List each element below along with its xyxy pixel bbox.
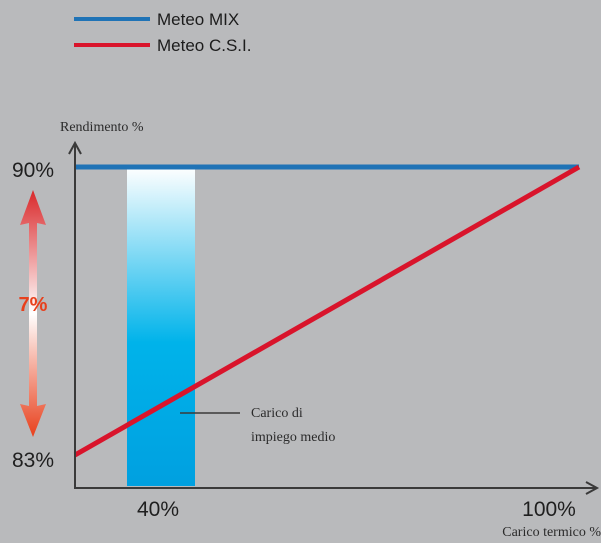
annotation-line-2: impiego medio [251, 430, 335, 445]
y-tick-label-83: 83% [12, 449, 54, 472]
legend-label-0: Meteo MIX [157, 10, 239, 29]
difference-arrow-shape [20, 190, 46, 437]
y-axis-arrowhead [68, 140, 82, 155]
annotation-line-1: Carico di [251, 406, 303, 421]
x-axis-arrowhead [585, 481, 600, 495]
y-tick-label-90: 90% [12, 159, 54, 182]
x-axis-label: Carico termico % [502, 525, 601, 540]
difference-arrow [20, 190, 46, 437]
series-line-1 [73, 164, 581, 458]
y-axis-label: Rendimento % [60, 120, 144, 135]
difference-label: 7% [19, 294, 48, 316]
axes [68, 140, 600, 495]
highlight-band [127, 167, 195, 486]
x-tick-label-100: 100% [522, 498, 576, 521]
legend-label-1: Meteo C.S.I. [157, 36, 251, 55]
legend: Meteo MIX Meteo C.S.I. [74, 10, 251, 55]
x-tick-label-40: 40% [137, 498, 179, 521]
